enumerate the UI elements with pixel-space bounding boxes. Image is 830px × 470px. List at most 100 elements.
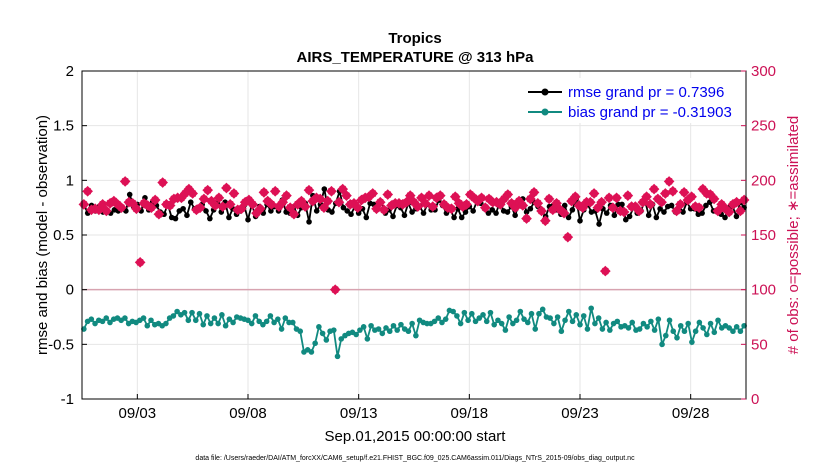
obs-count-point (641, 191, 652, 203)
series-point-1 (386, 328, 393, 335)
series-point-0 (668, 202, 675, 209)
series-point-0 (348, 211, 354, 218)
obs-count-point (374, 196, 386, 208)
series-1 (81, 305, 747, 360)
series-point-0 (458, 214, 465, 221)
series-point-1 (592, 320, 598, 327)
series-point-1 (181, 309, 188, 316)
series-point-1 (580, 313, 587, 319)
series-point-1 (394, 327, 401, 333)
series-point-1 (439, 319, 445, 326)
obs-count-point (588, 188, 600, 199)
obs-count-point (101, 205, 112, 217)
y-tick-label-left: 0 (66, 282, 74, 299)
legend-label-1: bias grand pr = -0.31903 (568, 104, 732, 121)
series-point-1 (390, 322, 397, 329)
obs-count-point (333, 196, 345, 208)
series-point-1 (226, 316, 233, 322)
series-point-1 (711, 329, 718, 336)
series-point-1 (554, 314, 561, 320)
x-tick-label: 09/08 (229, 405, 267, 422)
obs-count-point (303, 184, 315, 196)
series-point-0 (504, 209, 511, 215)
series-point-1 (584, 326, 591, 332)
series-point-1 (204, 313, 210, 319)
obs-count-point (686, 191, 697, 203)
obs-count-point (622, 190, 634, 201)
obs-count-point (461, 199, 472, 210)
series-point-1 (431, 318, 438, 325)
obs-count-point (648, 183, 660, 195)
series-point-1 (539, 306, 546, 313)
obs-count-point (149, 194, 161, 206)
data-file-footer: data file: /Users/raeder/DAI/ATM_forcXX/… (195, 455, 635, 462)
series-point-1 (252, 313, 259, 319)
obs-count-point (667, 185, 679, 197)
series-point-1 (536, 310, 542, 317)
legend-marker-0 (541, 88, 549, 96)
obs-count-point (656, 196, 667, 208)
series-point-1 (338, 336, 345, 342)
series-point-1 (88, 316, 95, 322)
y-tick-label-right: 150 (751, 227, 776, 244)
series-point-1 (528, 310, 535, 317)
obs-count-point (427, 201, 439, 212)
obs-count-point (299, 201, 311, 212)
series-point-1 (662, 332, 669, 339)
y-tick-label-left: 2 (66, 63, 74, 80)
series-point-0 (321, 186, 328, 192)
y-tick-label-left: -1 (61, 391, 74, 408)
obs-count-point (543, 193, 555, 205)
series-point-0 (401, 212, 408, 219)
obs-count-point (247, 199, 259, 210)
y-tick-label-right: 300 (751, 63, 776, 80)
obs-count-point (633, 205, 645, 217)
series-layer (78, 176, 750, 360)
obs-count-point (224, 199, 236, 210)
obs-count-point (194, 202, 206, 213)
series-point-1 (715, 317, 721, 324)
series-point-1 (510, 320, 516, 327)
obs-count-point (558, 207, 570, 219)
obs-count-point (723, 206, 735, 218)
obs-count-point (209, 200, 221, 211)
series-point-0 (622, 216, 629, 223)
legend: rmse grand pr = 0.7396 bias grand pr = -0… (522, 78, 740, 123)
series-point-0 (180, 205, 186, 212)
series-point-1 (689, 339, 695, 345)
obs-count-point (645, 199, 656, 210)
series-point-0 (596, 221, 602, 227)
y-tick-label-right: 200 (751, 172, 776, 189)
series-point-1 (577, 321, 583, 328)
series-point-1 (614, 318, 621, 325)
legend-box (522, 78, 740, 123)
obs-count-point (678, 187, 690, 198)
y-tick-label-left: 1 (66, 172, 74, 189)
obs-count-point (539, 215, 551, 227)
series-point-1 (174, 308, 180, 315)
series-point-1 (655, 316, 662, 322)
series-point-0 (722, 214, 728, 221)
series-point-0 (306, 219, 312, 225)
obs-count-point (164, 200, 176, 211)
series-point-1 (192, 317, 199, 324)
series-point-1 (107, 319, 113, 326)
chart-title: Tropics (388, 30, 441, 47)
obs-count-point (187, 188, 198, 199)
series-point-1 (368, 322, 374, 329)
x-tick-label: 09/23 (561, 405, 599, 422)
series-point-1 (409, 320, 415, 327)
series-point-1 (92, 320, 98, 327)
series-point-0 (462, 209, 469, 215)
obs-count-point (584, 196, 596, 208)
obs-count-point (596, 196, 607, 208)
series-point-1 (316, 324, 322, 330)
obs-count-point (449, 191, 461, 203)
obs-count-point (502, 189, 514, 200)
obs-count-point (712, 205, 724, 217)
series-point-1 (211, 315, 218, 321)
series-point-0 (603, 210, 610, 216)
obs-count-point (528, 187, 540, 198)
series-point-1 (461, 309, 468, 316)
